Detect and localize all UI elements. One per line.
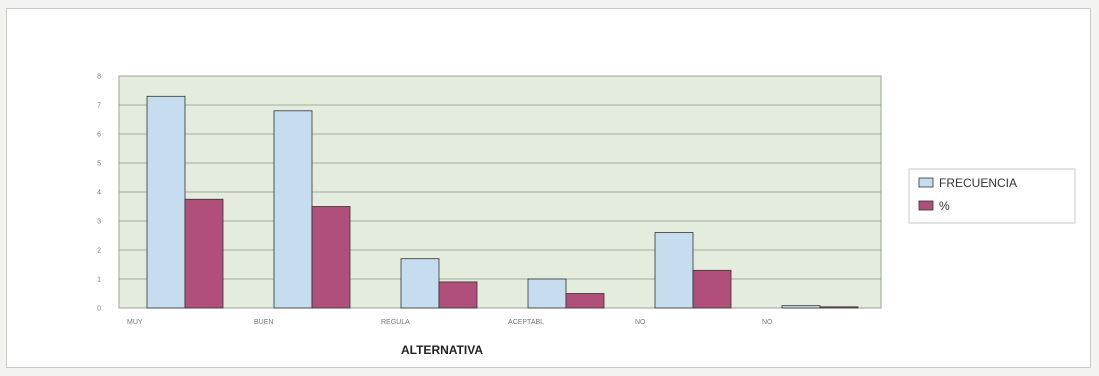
legend-box [908,168,1076,224]
y-tick-label: 0 [97,306,101,313]
legend-swatch-percent [918,200,934,211]
y-tick-labels: 0 1 2 3 4 5 6 7 8 [97,74,101,313]
legend-swatch-frecuencia [918,177,934,188]
y-tick-label: 5 [97,161,101,168]
bar-frecuencia [400,258,440,309]
bar-frecuencia [527,278,567,309]
bar-frecuencia [654,232,694,309]
legend-label-frecuencia: FRECUENCIA [939,176,1017,190]
x-category-label: NO [635,319,646,326]
bars [146,95,859,309]
bar-percent [184,198,224,309]
x-axis-title: ALTERNATIVA [401,343,483,357]
chart-frame: 0 1 2 3 4 5 6 7 8 MUY BUEN REGULA ACEPTABL NO NO ALTE… [6,8,1091,368]
y-tick-label: 4 [97,190,101,197]
x-category-label: ACEPTABL [508,319,544,326]
bar-percent [311,206,351,309]
bar-percent [819,306,859,309]
bar-percent [438,281,478,309]
legend-label-percent: % [939,199,950,213]
bar-percent [565,293,605,309]
legend: FRECUENCIA % [908,168,1076,224]
x-category-label: REGULA [381,319,410,326]
x-category-label: MUY [127,319,143,326]
bar-frecuencia [781,305,821,309]
y-tick-label: 3 [97,219,101,226]
y-tick-label: 7 [97,103,101,110]
bar-frecuencia [273,110,313,309]
y-tick-label: 8 [97,74,101,81]
y-tick-label: 6 [97,132,101,139]
bar-chart: 0 1 2 3 4 5 6 7 8 MUY BUEN REGULA ACEPTABL NO NO ALTE… [97,74,1076,357]
y-tick-label: 1 [97,277,101,284]
bar-frecuencia [146,95,186,309]
gridlines [119,104,881,280]
bar-percent [692,269,732,309]
x-category-labels: MUY BUEN REGULA ACEPTABL NO NO [127,319,773,326]
x-category-label: BUEN [254,319,273,326]
x-category-label: NO [762,319,773,326]
y-tick-label: 2 [97,248,101,255]
